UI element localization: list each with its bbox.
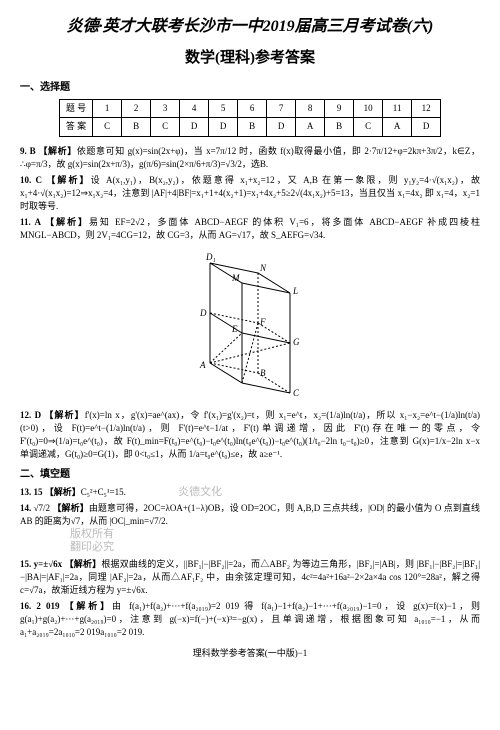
analysis-label: 【解析】 [45, 487, 81, 497]
q9-body: 依题意可知 g(x)=sin(2x+φ)，当 x=7π/12 时，函数 f(x)… [20, 146, 480, 169]
label-C: C [293, 388, 300, 398]
main-title: 炎德·英才大联考长沙市一中2019届高三月考试卷(六) [20, 15, 480, 39]
label-B: B [260, 368, 266, 378]
label-A: A [199, 360, 206, 370]
section-1-heading: 一、选择题 [20, 80, 480, 95]
label-D1: D₁ [205, 252, 216, 262]
label-D: D [199, 308, 207, 318]
question-12: 12. D 【解析】f'(x)=ln x，g'(x)=ae^(ax)，令 f'(… [20, 409, 480, 461]
table-header-num: 题 号 [59, 99, 92, 118]
section-2-heading: 二、填空题 [20, 467, 480, 482]
q12-prefix: 12. D [20, 410, 41, 420]
table-row: 题 号 1 2 3 4 5 6 7 8 9 10 11 12 [59, 99, 440, 118]
table-row: 答 案 C B C D D B D A B C A D [59, 118, 440, 137]
question-11: 11. A 【解析】易知 EF=2√2，多面体 ABCD−AEGF 的体积 V₁… [20, 216, 480, 242]
q14-answer: √7/2 [34, 503, 50, 513]
q11-prefix: 11. A [20, 217, 41, 227]
analysis-label: 【解析】 [44, 410, 84, 420]
label-F: F [259, 317, 266, 327]
question-9: 9. B 【解析】依题意可知 g(x)=sin(2x+φ)，当 x=7π/12 … [20, 145, 480, 171]
watermark: 版权所有 翻印必究 [20, 528, 480, 554]
label-N: N [259, 263, 267, 273]
analysis-label: 【解析】 [52, 503, 88, 513]
q12-body: f'(x)=ln x，g'(x)=ae^(ax)，令 f'(x₁)=g'(x₂)… [20, 410, 480, 459]
analysis-label: 【解析】 [45, 217, 89, 227]
q11-body: 易知 EF=2√2，多面体 ABCD−AEGF 的体积 V₁=6，将多面体 AB… [20, 217, 480, 240]
analysis-label: 【解析】 [65, 559, 102, 569]
analysis-label: 【解析】 [38, 146, 76, 156]
question-10: 10. C 【解析】设 A(x₁,y₁)，B(x₂,y₂)，依题意得 x₁+x₂… [20, 174, 480, 213]
q14-body: 由题意可得，2OC=λOA+(1−λ)OB，设 OD=2OC，则 A,B,D 三… [20, 503, 480, 526]
question-14: 14. √7/2 【解析】由题意可得，2OC=λOA+(1−λ)OB，设 OD=… [20, 502, 480, 554]
q16-prefix: 16. 2 019 [20, 601, 59, 611]
label-L: L [292, 286, 298, 296]
q15-prefix: 15. y=±√6x [20, 559, 62, 569]
answer-table: 题 号 1 2 3 4 5 6 7 8 9 10 11 12 答 案 C B C… [59, 99, 441, 137]
q14-prefix: 14. [20, 503, 31, 513]
q13-body: C₅²+C₅¹=15. [81, 487, 126, 497]
analysis-label: 【解析】 [65, 601, 112, 611]
footer: 理科数学参考答案(一中版)−1 [20, 647, 480, 661]
q10-prefix: 10. C [20, 175, 42, 185]
subtitle: 数学(理科)参考答案 [20, 47, 480, 70]
question-16: 16. 2 019 【解析】由 f(a₁)+f(a₂)+···+f(a₂₀₁₉)… [20, 600, 480, 639]
table-header-ans: 答 案 [59, 118, 92, 137]
question-13: 13. 15 【解析】C₅²+C₅¹=15. 炎德文化 [20, 486, 480, 499]
q13-prefix: 13. 15 [20, 487, 43, 497]
q9-prefix: 9. B [20, 146, 36, 156]
label-G: G [293, 337, 300, 347]
watermark: 炎德文化 [128, 486, 222, 498]
geometry-diagram: D₁ N L M D F G E A B C [20, 248, 480, 403]
label-M: M [231, 273, 240, 283]
label-E: E [231, 324, 238, 334]
question-15: 15. y=±√6x 【解析】根据双曲线的定义，||BF₁|−|BF₂||=2a… [20, 558, 480, 597]
analysis-label: 【解析】 [46, 175, 90, 185]
